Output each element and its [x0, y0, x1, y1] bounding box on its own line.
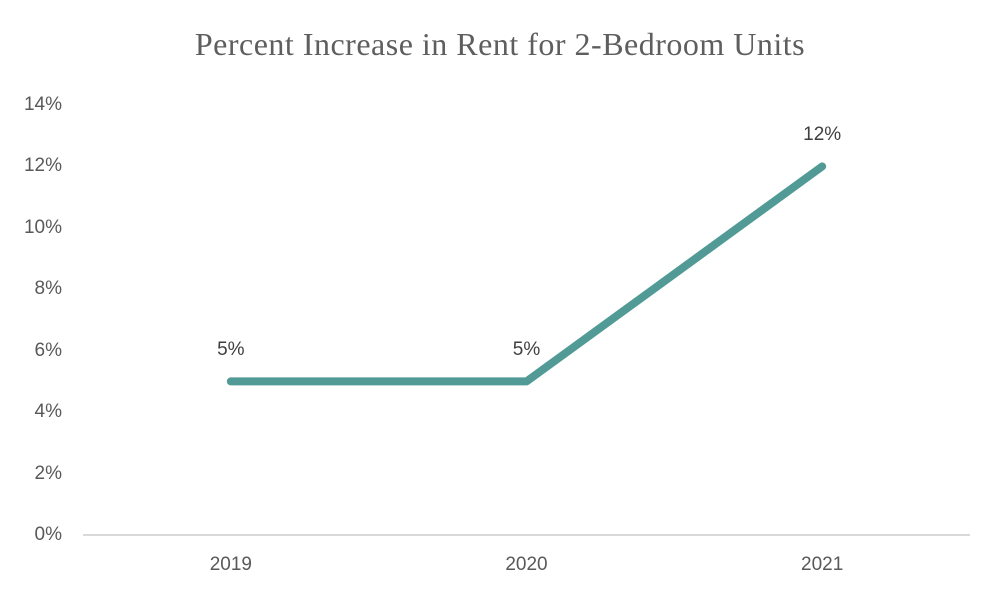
x-tick-label: 2020	[505, 554, 548, 575]
y-tick-label: 12%	[23, 155, 62, 177]
data-label: 5%	[512, 339, 541, 361]
y-tick-label: 2%	[34, 462, 62, 484]
chart-title: Percent Increase in Rent for 2-Bedroom U…	[194, 26, 806, 62]
data-label: 12%	[803, 124, 842, 146]
y-tick-label: 0%	[34, 524, 62, 545]
y-tick-label: 4%	[34, 401, 62, 423]
y-tick-label: 10%	[23, 216, 62, 238]
y-tick-label: 8%	[34, 278, 62, 300]
y-tick-label: 6%	[34, 339, 62, 361]
x-tick-label: 2021	[801, 554, 844, 575]
data-label: 5%	[217, 339, 245, 361]
line-series	[226, 162, 827, 386]
y-tick-label: 14%	[23, 94, 62, 115]
x-tick-label: 2019	[209, 554, 252, 575]
